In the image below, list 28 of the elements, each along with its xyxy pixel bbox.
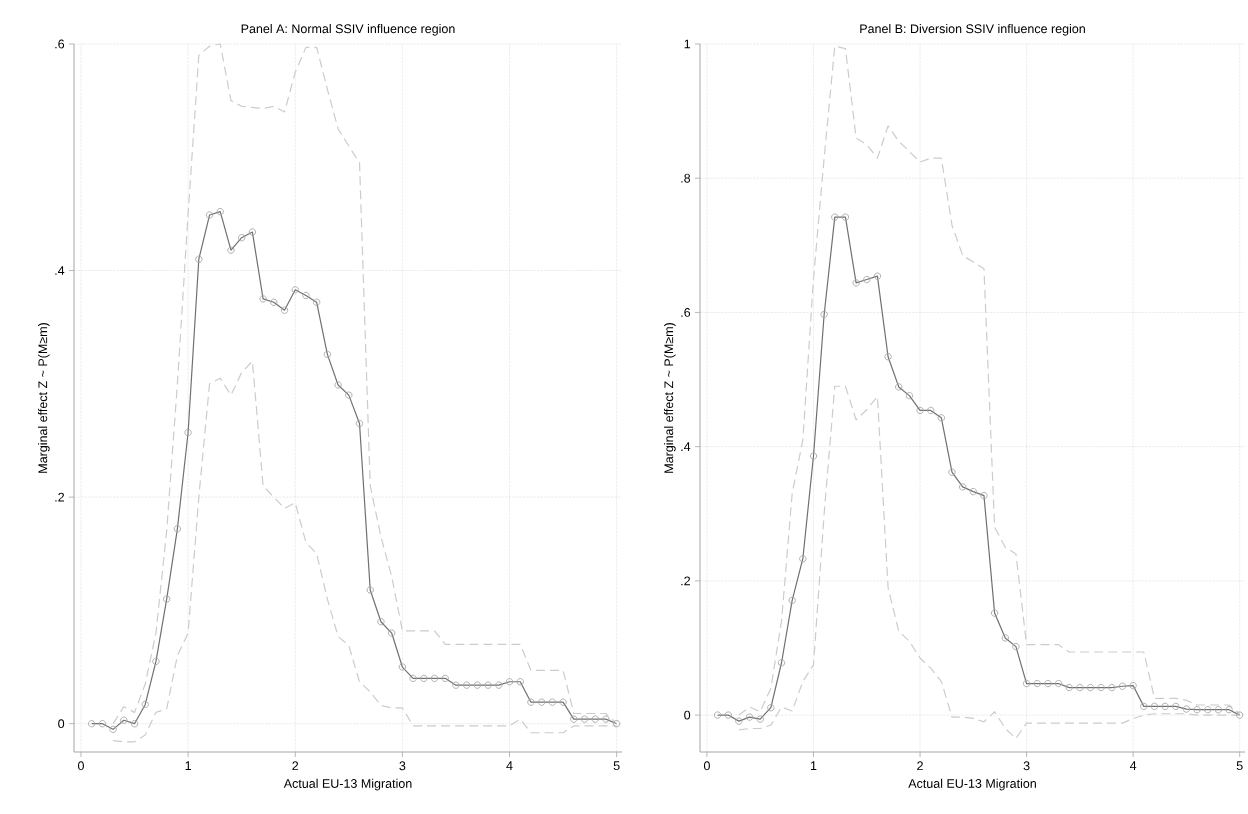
y-tick-label: 0 [58,719,65,729]
y-tick-label: .8 [681,173,691,183]
y-tick-label: .2 [55,492,65,502]
y-tick-label: .6 [681,308,691,317]
x-tick-label: 1 [810,761,817,770]
y-tick-label: .6 [55,39,65,49]
chart-title: Panel A: Normal SSIV influence region [241,23,455,36]
y-tick-label: 1 [684,39,691,49]
y-axis-title: Marginal effect Z ~ P(M≥m) [664,323,676,473]
x-tick-label: 5 [1236,761,1243,771]
y-tick-label: .4 [55,266,65,275]
x-tick-label: 2 [292,761,299,771]
x-tick-label: 4 [506,761,513,770]
y-tick-label: 0 [684,710,691,720]
x-tick-label: 3 [1023,761,1030,771]
x-tick-label: 0 [77,761,84,771]
x-axis-title: Actual EU-13 Migration [283,778,412,791]
chart-title: Panel B: Diversion SSIV influence region [860,23,1085,36]
x-tick-label: 5 [613,761,620,771]
x-tick-label: 4 [1129,761,1137,770]
x-axis-title: Actual EU-13 Migration [908,778,1036,791]
y-axis-title: Marginal effect Z ~ P(M≥m) [38,323,50,473]
x-tick-label: 0 [703,761,710,771]
y-tick-label: .2 [681,576,691,586]
x-tick-label: 2 [917,761,923,771]
y-tick-label: .4 [681,442,691,451]
x-tick-label: 1 [185,761,191,770]
x-tick-label: 3 [399,761,406,771]
